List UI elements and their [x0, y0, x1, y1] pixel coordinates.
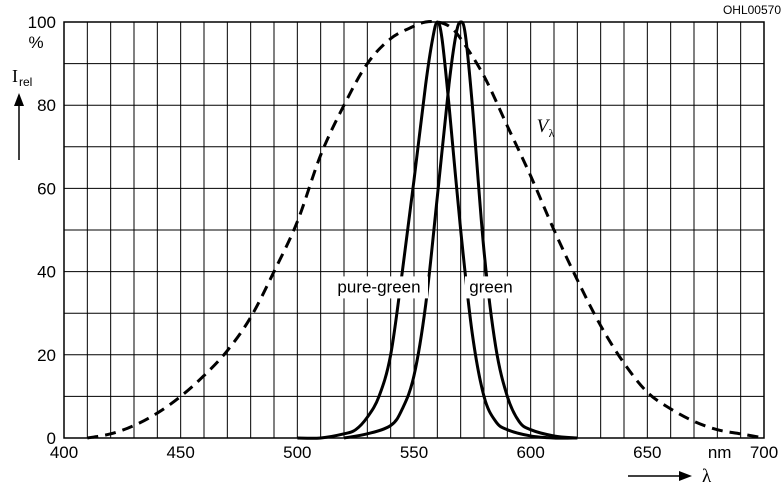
y-tick-label: 100: [28, 13, 56, 32]
y-unit-label: %: [28, 33, 43, 52]
axes: 400 450 500 550 600 650 700 0 20 40 60 80 100% I rel nm…: [12, 3, 781, 486]
x-tick-label: 450: [166, 443, 194, 462]
x-tick-label: 400: [50, 443, 78, 462]
y-tick-label: 60: [37, 179, 56, 198]
annotation-v: V: [537, 116, 551, 137]
x-axis-arrow-head: [679, 471, 692, 481]
annotation-pure-green: pure-green: [337, 277, 420, 296]
x-tick-label: 550: [400, 443, 428, 462]
grid: [63, 21, 765, 439]
x-axis-label: λ: [702, 466, 712, 486]
y-axis-arrow-head: [14, 93, 24, 106]
plot-frame: [63, 21, 765, 439]
annotation-bg: [465, 276, 517, 299]
y-axis-label-sub: rel: [19, 75, 32, 89]
document-code: OHL00570: [723, 3, 781, 17]
y-tick-label: 20: [37, 346, 56, 365]
annotation-bg: [330, 276, 428, 299]
series-line-pure-green: [297, 20, 578, 440]
x-tick-label: 650: [633, 443, 661, 462]
labels: pure-green green V λ: [330, 116, 555, 299]
y-axis-label: I: [12, 66, 18, 86]
annotation-green: green: [469, 277, 512, 296]
y-tick-label: 0: [47, 429, 56, 448]
series-line-green: [343, 20, 578, 440]
series-group: [87, 19, 765, 440]
x-tick-label: 600: [516, 443, 544, 462]
x-tick-label: 500: [283, 443, 311, 462]
x-unit-label: nm: [708, 443, 732, 462]
x-tick-label: 700: [750, 443, 778, 462]
annotation-v-sub: λ: [549, 126, 555, 140]
y-axis-label-main: I: [12, 66, 18, 86]
series-line-v: [87, 19, 765, 440]
y-tick-label: 80: [37, 96, 56, 115]
y-tick-label: 40: [37, 263, 56, 282]
